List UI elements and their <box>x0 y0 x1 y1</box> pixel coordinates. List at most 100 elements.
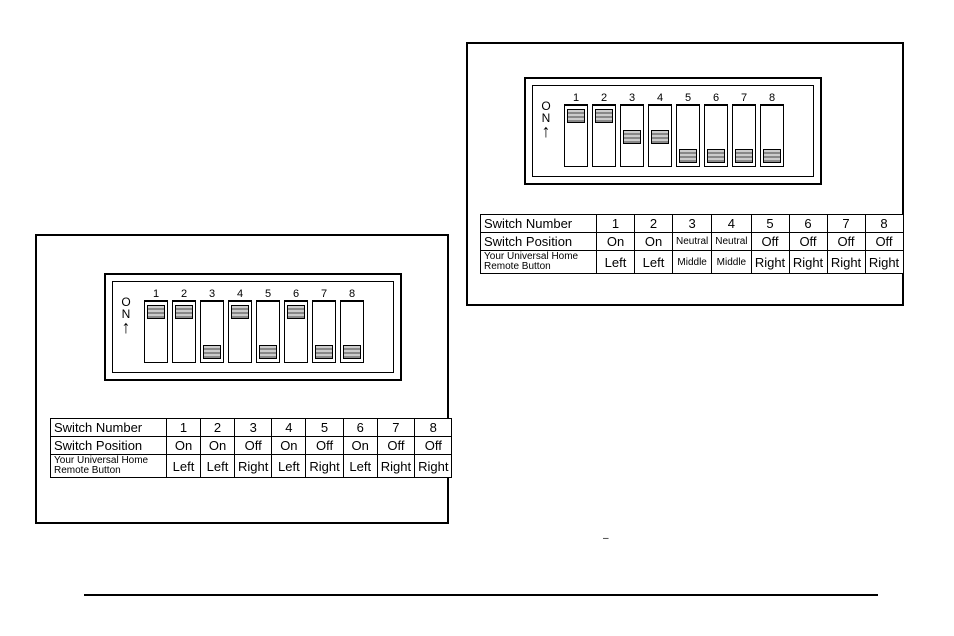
dip-switch: 6 <box>284 288 308 363</box>
dip-switch: 3 <box>200 288 224 363</box>
cell: Off <box>235 437 272 455</box>
dip-number: 7 <box>732 92 756 105</box>
dip-slider <box>315 345 333 359</box>
cell: Middle <box>673 251 712 274</box>
dip-body <box>256 301 280 363</box>
cell: Middle <box>712 251 751 274</box>
cell: Right <box>865 251 903 274</box>
dip-slider <box>147 305 165 319</box>
on-arrow-label: O N ↑ <box>119 296 133 335</box>
row-header: Switch Position <box>481 233 597 251</box>
dip-body <box>564 105 588 167</box>
dip-number: 6 <box>284 288 308 301</box>
stray-dash: – <box>603 533 609 544</box>
dip-switch: 2 <box>592 92 616 167</box>
dip-slider <box>231 305 249 319</box>
cell: Off <box>377 437 414 455</box>
on-arrow-label: O N ↑ <box>539 100 553 139</box>
cell: 7 <box>377 419 414 437</box>
dip-body <box>340 301 364 363</box>
cell: Right <box>789 251 827 274</box>
cell: 6 <box>343 419 377 437</box>
cell: Off <box>751 233 789 251</box>
dip-number: 5 <box>676 92 700 105</box>
dip-number: 8 <box>340 288 364 301</box>
dip-body <box>228 301 252 363</box>
dip-switch-row: 12345678 <box>564 92 784 167</box>
dip-slider <box>623 130 641 144</box>
dip-slider <box>203 345 221 359</box>
dip-body <box>648 105 672 167</box>
cell: Off <box>865 233 903 251</box>
dip-number: 2 <box>172 288 196 301</box>
page-rule <box>84 594 878 596</box>
on-arrow-icon: ↑ <box>122 317 131 337</box>
dip-switch-row: 12345678 <box>144 288 364 363</box>
dip-slider <box>707 149 725 163</box>
cell: 4 <box>272 419 306 437</box>
row-header: Switch Number <box>51 419 167 437</box>
cell: On <box>272 437 306 455</box>
cell: 5 <box>751 215 789 233</box>
cell: 2 <box>201 419 235 437</box>
cell: Left <box>635 251 673 274</box>
dip-number: 1 <box>564 92 588 105</box>
cell: On <box>635 233 673 251</box>
dip-slider <box>735 149 753 163</box>
dip-slider <box>287 305 305 319</box>
dip-number: 6 <box>704 92 728 105</box>
dip-switch: 7 <box>312 288 336 363</box>
dip-switch: 2 <box>172 288 196 363</box>
dip-number: 7 <box>312 288 336 301</box>
dip-body <box>172 301 196 363</box>
cell: Left <box>201 455 235 478</box>
cell: On <box>201 437 235 455</box>
cell: Left <box>272 455 306 478</box>
cell: Right <box>306 455 343 478</box>
row-header: Your Universal HomeRemote Button <box>481 251 597 274</box>
dip-number: 3 <box>200 288 224 301</box>
row-header: Switch Number <box>481 215 597 233</box>
cell: Off <box>415 437 452 455</box>
switch-table-3pos: Switch Number12345678Switch PositionOnOn… <box>480 214 904 274</box>
cell: On <box>597 233 635 251</box>
dip-switch: 8 <box>340 288 364 363</box>
dip-slider <box>175 305 193 319</box>
dip-switch: 1 <box>144 288 168 363</box>
dip-switch: 7 <box>732 92 756 167</box>
dip-body <box>704 105 728 167</box>
dip-body <box>592 105 616 167</box>
cell: Left <box>597 251 635 274</box>
dip-switch: 3 <box>620 92 644 167</box>
cell: 7 <box>827 215 865 233</box>
cell: 2 <box>635 215 673 233</box>
cell: 8 <box>865 215 903 233</box>
dip-slider <box>595 109 613 123</box>
dip-body <box>760 105 784 167</box>
dip-body <box>732 105 756 167</box>
dip-number: 4 <box>228 288 252 301</box>
cell: 6 <box>789 215 827 233</box>
cell: 3 <box>235 419 272 437</box>
dip-number: 8 <box>760 92 784 105</box>
dip-body <box>620 105 644 167</box>
cell: Left <box>343 455 377 478</box>
cell: Right <box>751 251 789 274</box>
dip-switch: 5 <box>256 288 280 363</box>
dip-slider <box>567 109 585 123</box>
dip-number: 2 <box>592 92 616 105</box>
dip-number: 5 <box>256 288 280 301</box>
dip-body <box>284 301 308 363</box>
dip-switch: 8 <box>760 92 784 167</box>
cell: Off <box>789 233 827 251</box>
dip-slider <box>259 345 277 359</box>
dip-switch: 5 <box>676 92 700 167</box>
cell: Neutral <box>712 233 751 251</box>
cell: 1 <box>167 419 201 437</box>
cell: Off <box>827 233 865 251</box>
dip-body <box>144 301 168 363</box>
dip-body <box>676 105 700 167</box>
dip-slider <box>343 345 361 359</box>
dip-switch: 4 <box>228 288 252 363</box>
dip-slider <box>763 149 781 163</box>
